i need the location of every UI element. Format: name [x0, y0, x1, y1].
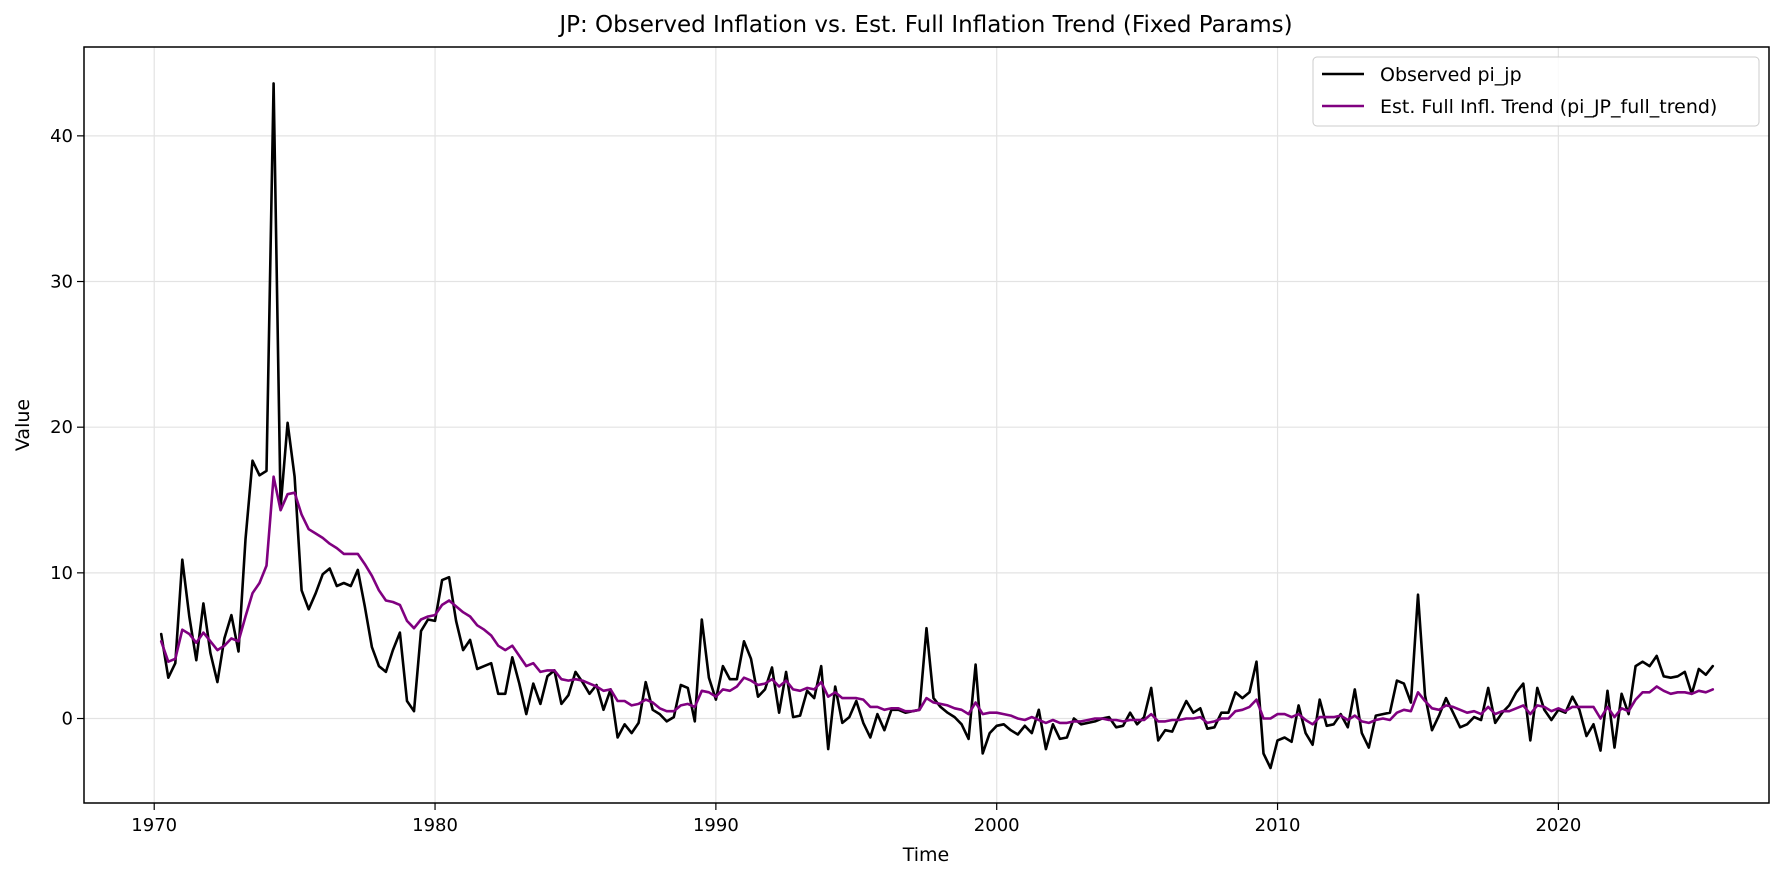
y-axis-label: Value	[12, 399, 34, 451]
x-tick-label: 1980	[412, 815, 458, 836]
y-tick-label: 0	[62, 709, 73, 730]
x-tick-label: 2020	[1535, 815, 1581, 836]
y-axis: 0 10 20 30 40	[50, 126, 84, 730]
series-layer	[159, 82, 1715, 770]
x-axis: 1970 1980 1990 2000 2010 2020	[131, 803, 1581, 836]
series-line-trend	[159, 475, 1715, 726]
legend-label-trend: Est. Full Infl. Trend (pi_JP_full_trend)	[1380, 96, 1717, 118]
grid	[84, 47, 1769, 803]
x-tick-label: 2010	[1255, 815, 1301, 836]
x-tick-label: 1970	[131, 815, 177, 836]
x-axis-label: Time	[902, 844, 950, 866]
x-tick-label: 1990	[693, 815, 739, 836]
plot-frame	[83, 46, 1770, 804]
chart-title: JP: Observed Inflation vs. Est. Full Inf…	[557, 12, 1292, 38]
legend-label-observed: Observed pi_jp	[1380, 64, 1522, 86]
y-tick-label: 30	[50, 272, 73, 293]
x-tick-label: 2000	[974, 815, 1020, 836]
y-tick-label: 40	[50, 126, 73, 147]
legend-box	[1312, 56, 1760, 127]
y-tick-label: 10	[50, 563, 73, 584]
legend: Observed pi_jp Est. Full Infl. Trend (pi…	[1312, 56, 1760, 127]
y-tick-label: 20	[50, 417, 73, 438]
